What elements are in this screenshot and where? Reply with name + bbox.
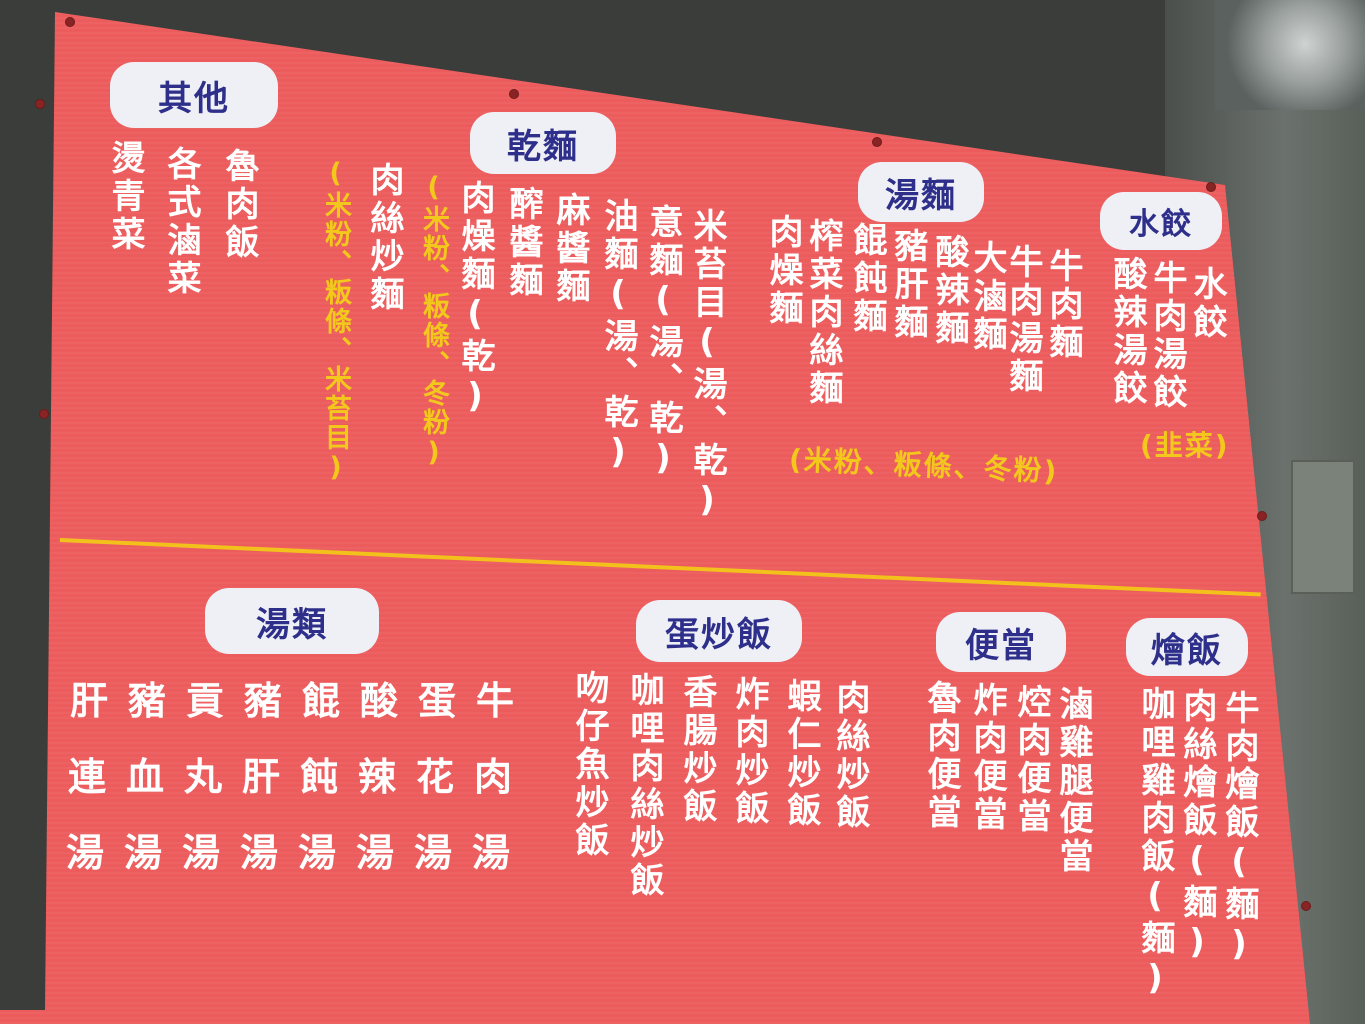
rivet <box>36 100 44 108</box>
menu-item: 油麵(湯、乾) <box>598 198 638 476</box>
menu-item: 肉燥麵 <box>763 214 803 328</box>
menu-item: 炸肉炒飯 <box>729 676 769 828</box>
category-title-other: 其他 <box>110 62 278 128</box>
menu-item: 豬肝麵 <box>888 228 928 342</box>
category-title-dumplings: 水餃 <box>1100 192 1222 250</box>
menu-item: 米苔目(湯、乾) <box>687 208 727 524</box>
category-title-bento: 便當 <box>936 612 1066 672</box>
rivet <box>1258 512 1266 520</box>
category-title-dry-noodles: 乾麵 <box>470 112 616 174</box>
rivet <box>1302 902 1310 910</box>
menu-item: 牛肉燴飯(麵) <box>1219 690 1259 968</box>
menu-item: 各式滷菜 <box>161 146 201 298</box>
rivet <box>510 90 518 98</box>
menu-item: 餛飩麵 <box>847 222 887 336</box>
category-title-soup-noodles: 湯麵 <box>858 162 984 222</box>
rivet <box>1207 183 1215 191</box>
menu-item: 大滷麵 <box>967 240 1007 354</box>
wall-panel <box>1291 460 1355 594</box>
category-title-braised-rice: 燴飯 <box>1126 618 1248 676</box>
fan-shape <box>1215 0 1365 110</box>
menu-item: 肉絲燴飯(麵) <box>1177 688 1217 966</box>
menu-item: 醡醬麵 <box>503 186 543 300</box>
category-title-soups: 湯類 <box>205 588 379 654</box>
menu-item: 水餃 <box>1187 266 1227 342</box>
rivet <box>66 18 74 26</box>
menu-item: 魯肉飯 <box>219 148 259 262</box>
menu-note: (韭菜) <box>1140 429 1230 462</box>
menu-row: 湯湯湯湯湯湯湯湯 <box>66 831 531 875</box>
menu-row: 連血丸肝飩辣花肉 <box>68 755 533 799</box>
menu-item: 焢肉便當 <box>1011 684 1051 836</box>
menu-item: 咖哩雞肉飯(麵) <box>1135 686 1175 1002</box>
menu-item: 咖哩肉絲炒飯 <box>624 672 664 900</box>
menu-item: 牛肉麵 <box>1043 248 1083 362</box>
menu-row: 肝豬貢豬餛酸蛋牛 <box>70 679 535 723</box>
menu-item: 榨菜肉絲麵 <box>803 218 843 408</box>
menu-item: 意麵(湯、乾) <box>643 204 683 482</box>
menu-item: 蝦仁炒飯 <box>781 678 821 830</box>
menu-item: 香腸炒飯 <box>677 674 717 826</box>
menu-item: 麻醬麵 <box>550 192 590 306</box>
rivet <box>873 138 881 146</box>
menu-item: 酸辣湯餃 <box>1107 256 1147 408</box>
menu-note: (米粉、粄條、米苔目) <box>320 158 351 485</box>
menu-item: 燙青菜 <box>105 140 145 254</box>
menu-item: 炸肉便當 <box>967 682 1007 834</box>
category-title-egg-fried-rice: 蛋炒飯 <box>636 600 802 662</box>
menu-item: 滷雞腿便當 <box>1053 686 1093 876</box>
menu-item: 肉燥麵(乾) <box>455 180 495 420</box>
menu-item: 牛肉湯麵 <box>1003 244 1043 396</box>
menu-note: (米粉、粄條、冬粉) <box>418 172 449 470</box>
menu-item: 肉絲炒麵 <box>364 162 404 314</box>
menu-item: 魯肉便當 <box>921 680 961 832</box>
menu-item: 吻仔魚炒飯 <box>569 670 609 860</box>
menu-item: 酸辣麵 <box>929 234 969 348</box>
rivet <box>40 410 48 418</box>
menu-item: 肉絲炒飯 <box>830 680 870 832</box>
menu-item: 牛肉湯餃 <box>1147 260 1187 412</box>
